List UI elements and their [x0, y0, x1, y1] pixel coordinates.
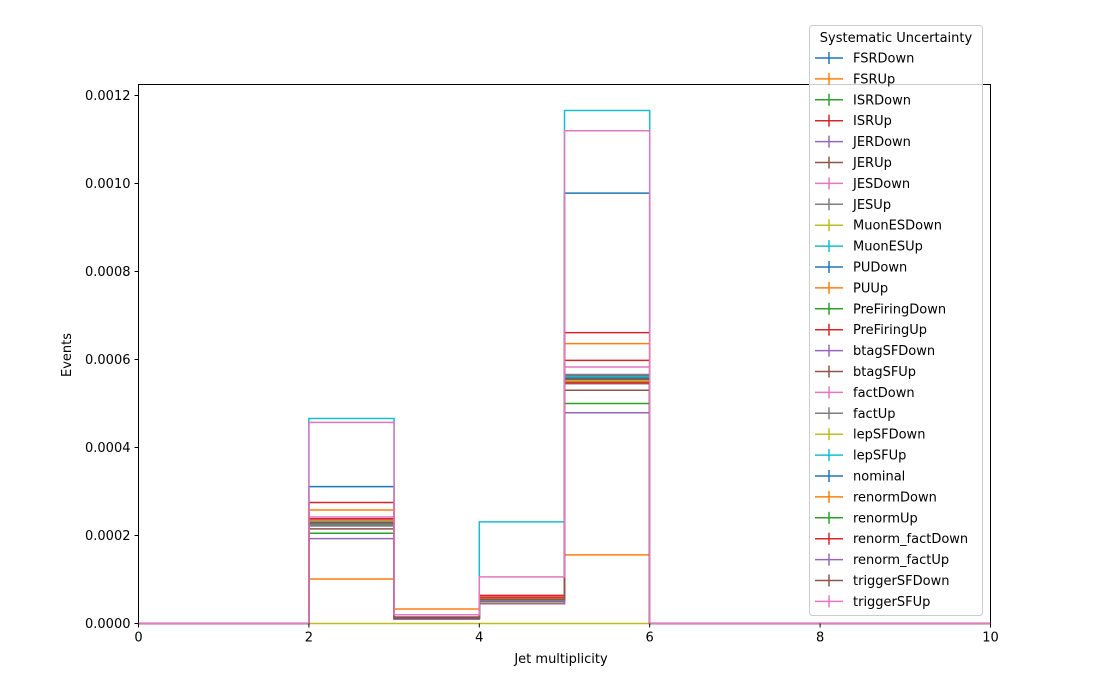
legend: Systematic Uncertainty FSRDown FSRUp ISRDo… — [809, 25, 983, 616]
series-layer — [138, 109, 991, 625]
legend-label: factDown — [853, 386, 915, 401]
legend-entry: JESDown — [815, 177, 910, 192]
legend-label: PUDown — [853, 261, 907, 276]
legend-label: renorm_factUp — [853, 553, 949, 568]
legend-label: renormDown — [853, 490, 937, 505]
legend-label: FSRUp — [853, 72, 895, 87]
legend-entry: lepSFDown — [815, 428, 925, 443]
legend-label: btagSFDown — [853, 344, 935, 359]
legend-title: Systematic Uncertainty — [820, 31, 973, 46]
legend-entry: MuonESUp — [815, 240, 923, 255]
legend-label: FSRDown — [853, 52, 914, 67]
legend-entry: factDown — [815, 386, 915, 401]
legend-label: triggerSFDown — [853, 574, 949, 589]
series-triggerSFUp — [138, 129, 991, 625]
legend-label: lepSFUp — [853, 449, 906, 464]
x-tick-label: 6 — [646, 631, 654, 646]
legend-entry: ISRDown — [815, 93, 911, 108]
plot-area — [138, 84, 991, 625]
legend-label: renorm_factDown — [853, 532, 968, 547]
legend-entry: renormDown — [815, 490, 937, 505]
y-tick-label: 0.0006 — [85, 353, 131, 368]
legend-label: PreFiringDown — [853, 302, 946, 317]
y-tick-label: 0.0012 — [85, 89, 131, 104]
legend-label: nominal — [853, 470, 905, 485]
legend-label: JESUp — [852, 198, 891, 213]
legend-entry: PUDown — [815, 261, 907, 276]
y-tick-label: 0.0010 — [85, 177, 131, 192]
x-tick-label: 4 — [475, 631, 483, 646]
x-axis: 0 2 4 6 8 10 — [134, 623, 999, 646]
legend-entry: renorm_factUp — [815, 553, 949, 568]
legend-entry: JERUp — [815, 156, 892, 171]
legend-label: triggerSFUp — [853, 595, 930, 610]
legend-entry: PreFiringDown — [815, 302, 946, 317]
legend-entry: lepSFUp — [815, 449, 906, 464]
y-axis: 0.0000 0.0002 0.0004 0.0006 0.0008 0.0010 0.00… — [85, 89, 139, 632]
legend-entry: nominal — [815, 470, 905, 485]
legend-label: MuonESDown — [853, 219, 942, 234]
x-tick-label: 8 — [816, 631, 824, 646]
legend-entry: ISRUp — [815, 114, 892, 129]
x-tick-label: 10 — [982, 631, 999, 646]
legend-label: JERUp — [852, 156, 892, 171]
legend-label: ISRUp — [853, 114, 892, 129]
legend-entry: FSRDown — [815, 52, 914, 67]
legend-entry: JESUp — [815, 198, 891, 213]
legend-label: renormUp — [853, 511, 918, 526]
legend-entry: btagSFUp — [815, 365, 916, 380]
legend-entry: triggerSFDown — [815, 574, 949, 589]
legend-entries: FSRDown FSRUp ISRDown ISRUp JERDown JERUp JESD… — [815, 52, 968, 610]
legend-entry: btagSFDown — [815, 344, 935, 359]
x-tick-label: 2 — [305, 631, 313, 646]
legend-entry: renorm_factDown — [815, 532, 968, 547]
legend-label: PreFiringUp — [853, 323, 927, 338]
legend-label: JERDown — [852, 135, 911, 150]
legend-label: lepSFDown — [853, 428, 925, 443]
legend-entry: factUp — [815, 407, 896, 422]
legend-label: ISRDown — [853, 93, 911, 108]
legend-label: PUUp — [853, 281, 888, 296]
y-tick-label: 0.0008 — [85, 265, 131, 280]
y-tick-label: 0.0002 — [85, 529, 131, 544]
legend-entry: JERDown — [815, 135, 911, 150]
legend-entry: PreFiringUp — [815, 323, 927, 338]
legend-entry: FSRUp — [815, 72, 895, 87]
y-tick-label: 0.0004 — [85, 441, 131, 456]
legend-label: factUp — [853, 407, 896, 422]
legend-box — [809, 25, 983, 616]
y-tick-label: 0.0000 — [85, 617, 131, 632]
legend-label: JESDown — [852, 177, 910, 192]
x-tick-label: 0 — [134, 631, 142, 646]
legend-label: btagSFUp — [853, 365, 916, 380]
legend-entry: triggerSFUp — [815, 595, 930, 610]
legend-entry: MuonESDown — [815, 219, 942, 234]
legend-entry: renormUp — [815, 511, 918, 526]
legend-entry: PUUp — [815, 281, 888, 296]
y-axis-label: Events — [60, 333, 75, 377]
legend-label: MuonESUp — [853, 240, 923, 255]
x-axis-label: Jet multiplicity — [513, 652, 608, 667]
